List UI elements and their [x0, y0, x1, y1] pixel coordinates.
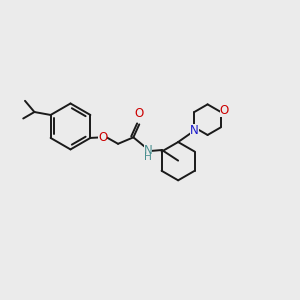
Text: O: O	[220, 104, 229, 117]
Text: N: N	[144, 144, 152, 158]
Text: H: H	[144, 152, 152, 162]
Text: O: O	[98, 131, 107, 144]
Text: N: N	[190, 124, 199, 137]
Text: O: O	[135, 107, 144, 120]
